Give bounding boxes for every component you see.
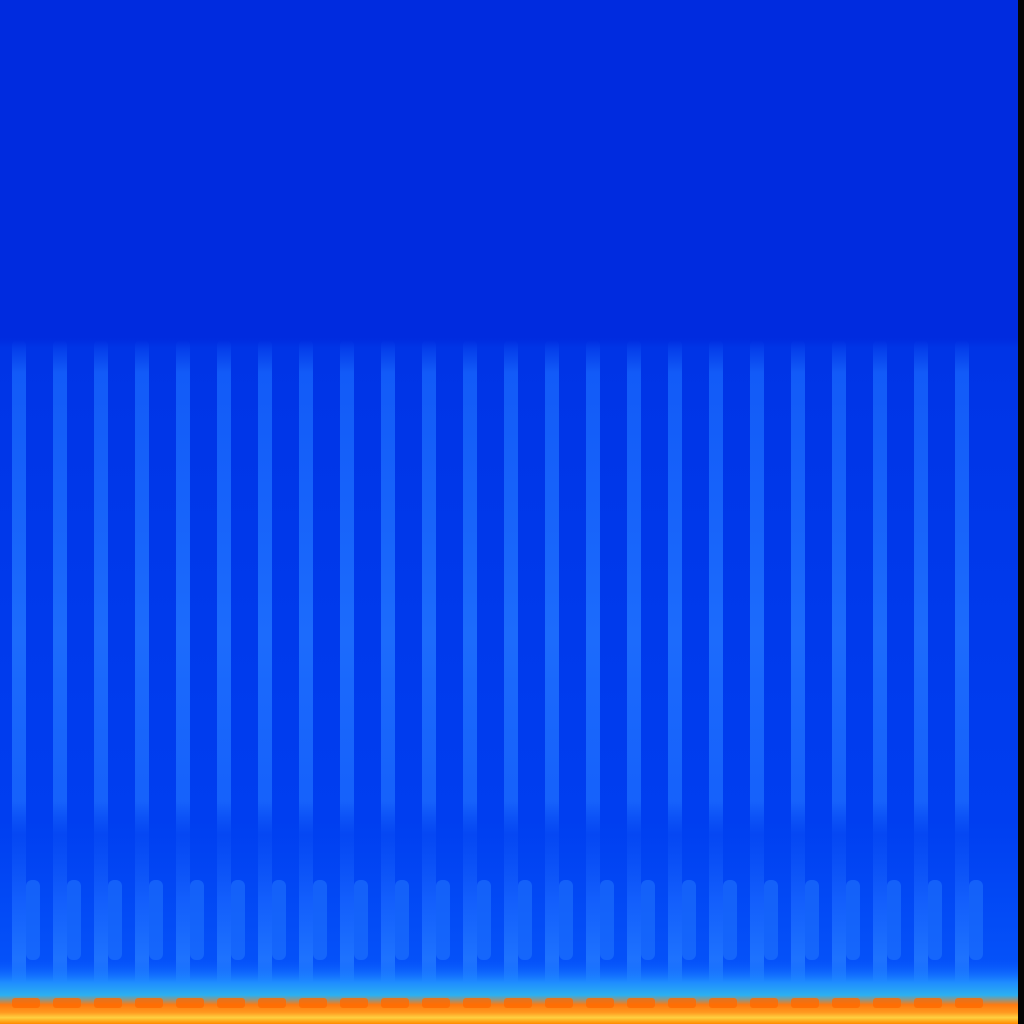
streak: [135, 340, 149, 1000]
streak-glow: [26, 880, 40, 960]
streak-glow: [108, 880, 122, 960]
bump: [709, 998, 737, 1008]
streak-glow: [723, 880, 737, 960]
streak: [791, 340, 805, 1000]
streak: [545, 340, 559, 1000]
streak: [176, 340, 190, 1000]
bump: [53, 998, 81, 1008]
streak-glow: [436, 880, 450, 960]
streak-glow: [313, 880, 327, 960]
bump: [627, 998, 655, 1008]
streak-glow: [477, 880, 491, 960]
streak-glow: [231, 880, 245, 960]
bump: [873, 998, 901, 1008]
streak-glow: [846, 880, 860, 960]
bump: [422, 998, 450, 1008]
streak-glow: [395, 880, 409, 960]
bump: [955, 998, 983, 1008]
streak-glow: [67, 880, 81, 960]
streak: [463, 340, 477, 1000]
streak: [668, 340, 682, 1000]
bump: [791, 998, 819, 1008]
bump: [176, 998, 204, 1008]
streak: [94, 340, 108, 1000]
streak: [955, 340, 969, 1000]
streak: [586, 340, 600, 1000]
streak-glow: [641, 880, 655, 960]
streak-glow: [928, 880, 942, 960]
streak: [422, 340, 436, 1000]
streak: [381, 340, 395, 1000]
bump: [217, 998, 245, 1008]
streak-glow: [518, 880, 532, 960]
streak-glow: [272, 880, 286, 960]
streak: [340, 340, 354, 1000]
bump: [135, 998, 163, 1008]
streak: [914, 340, 928, 1000]
low-bumps: [12, 998, 983, 1008]
streak: [627, 340, 641, 1000]
streak-glow: [559, 880, 573, 960]
streak-glow: [149, 880, 163, 960]
streak: [750, 340, 764, 1000]
bump: [381, 998, 409, 1008]
streak: [299, 340, 313, 1000]
streak: [709, 340, 723, 1000]
bump: [12, 998, 40, 1008]
bump: [340, 998, 368, 1008]
bump: [832, 998, 860, 1008]
streak: [217, 340, 231, 1000]
low-band: [0, 960, 1018, 1024]
bump: [750, 998, 778, 1008]
bump: [258, 998, 286, 1008]
bump: [463, 998, 491, 1008]
bump: [94, 998, 122, 1008]
bump: [299, 998, 327, 1008]
streak: [832, 340, 846, 1000]
streak-glow: [764, 880, 778, 960]
streak: [504, 340, 518, 1000]
streak: [258, 340, 272, 1000]
bump: [914, 998, 942, 1008]
bump: [545, 998, 573, 1008]
streaks: [12, 340, 983, 1000]
bump: [668, 998, 696, 1008]
streak-glow: [190, 880, 204, 960]
streak-glow: [682, 880, 696, 960]
streak: [873, 340, 887, 1000]
streak-glow: [887, 880, 901, 960]
streak: [12, 340, 26, 1000]
edge: [1018, 0, 1024, 1024]
bump: [586, 998, 614, 1008]
streak: [53, 340, 67, 1000]
bump: [504, 998, 532, 1008]
streak-glow: [969, 880, 983, 960]
streak-glow: [600, 880, 614, 960]
streak-glow: [354, 880, 368, 960]
streak-glow: [805, 880, 819, 960]
